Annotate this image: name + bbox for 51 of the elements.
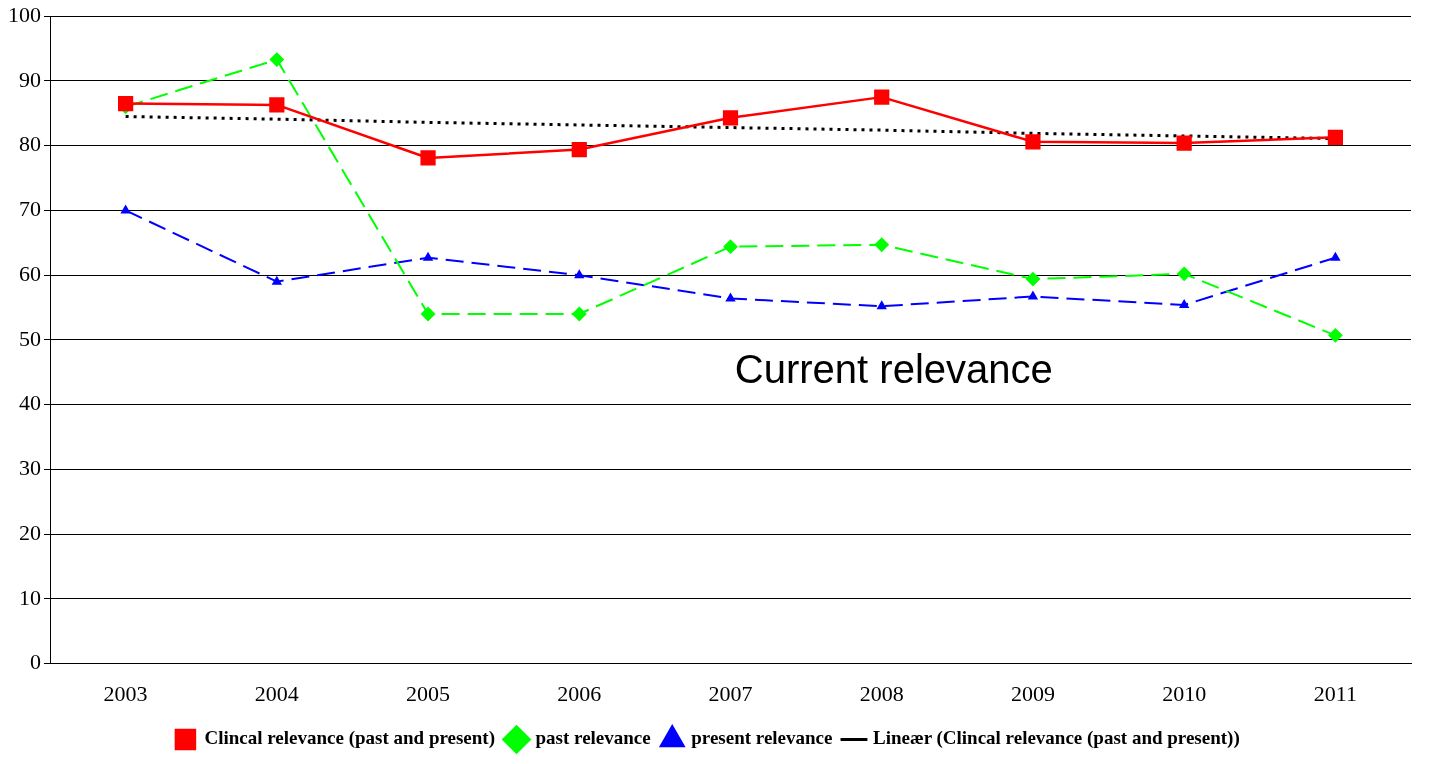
point xyxy=(421,307,436,321)
x-tick-label: 2007 xyxy=(708,680,753,706)
point xyxy=(1176,135,1192,151)
legend-label: Clincal relevance (past and present) xyxy=(204,727,496,750)
point xyxy=(1177,266,1192,281)
x-tick-label: 2006 xyxy=(557,680,602,706)
point xyxy=(723,239,738,254)
point xyxy=(1179,299,1189,308)
point xyxy=(1327,129,1343,145)
y-tick-label: 10 xyxy=(19,584,41,610)
point xyxy=(1025,134,1041,150)
x-tick-label: 2003 xyxy=(103,680,148,706)
point xyxy=(877,301,887,310)
y-tick-label: 20 xyxy=(19,519,41,545)
x-tick-label: 2010 xyxy=(1162,680,1207,706)
legend-label: past relevance xyxy=(535,727,651,749)
point xyxy=(423,252,433,261)
point xyxy=(420,150,436,166)
y-tick-label: 60 xyxy=(19,260,41,286)
y-tick-label: 40 xyxy=(19,390,41,416)
point xyxy=(571,141,587,158)
point xyxy=(1025,272,1040,287)
y-tick-label: 30 xyxy=(19,455,41,481)
point xyxy=(726,293,735,302)
x-tick-label: 2004 xyxy=(254,680,299,706)
point xyxy=(121,205,131,214)
legend-label: Lineær (Clincal relevance (past and present)) xyxy=(872,727,1240,750)
point xyxy=(1330,252,1340,261)
point xyxy=(574,270,584,279)
y-tick-label: 80 xyxy=(19,131,41,157)
point xyxy=(874,89,890,105)
x-tick-label: 2008 xyxy=(859,680,904,706)
y-tick-label: 0 xyxy=(30,649,41,675)
point xyxy=(269,97,285,113)
y-tick-label: 90 xyxy=(19,66,41,92)
annotation: Current relevance xyxy=(734,347,1053,392)
y-tick-label: 70 xyxy=(19,196,41,222)
x-tick-label: 2005 xyxy=(406,680,451,706)
legend-label: present relevance xyxy=(691,727,833,749)
point xyxy=(118,95,134,112)
point xyxy=(874,237,889,252)
point xyxy=(572,307,587,321)
y-tick-label: 100 xyxy=(8,1,41,27)
point xyxy=(722,110,739,126)
point xyxy=(1328,328,1343,343)
x-tick-label: 2009 xyxy=(1010,680,1055,706)
y-tick-label: 50 xyxy=(19,325,41,351)
x-tick-label: 2011 xyxy=(1313,680,1357,706)
point xyxy=(272,276,282,285)
point xyxy=(1028,291,1038,300)
point xyxy=(269,52,284,67)
